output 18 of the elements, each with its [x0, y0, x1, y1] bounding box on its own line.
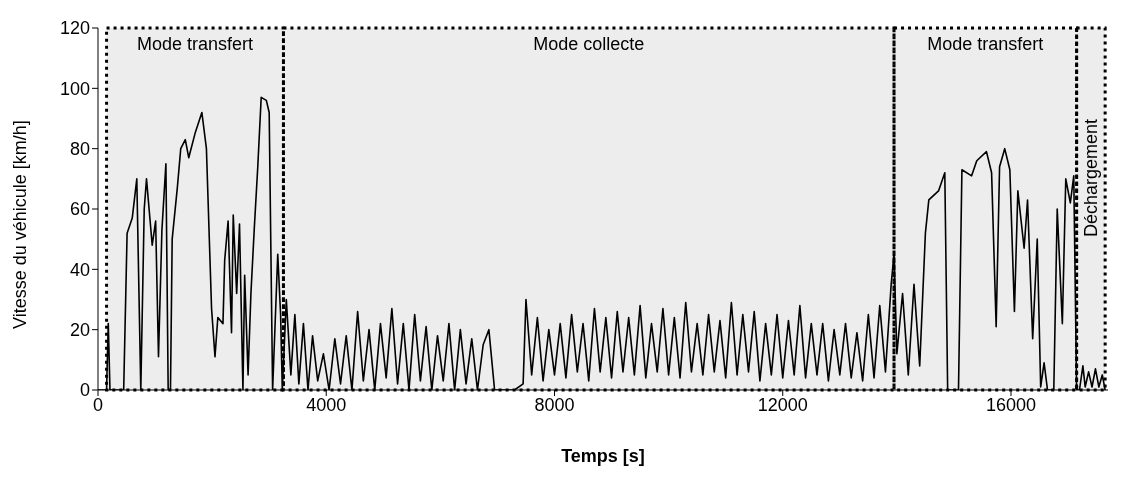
- y-tick-label: 120: [59, 18, 90, 39]
- x-tick-label: 12000: [757, 394, 808, 415]
- x-axis-title: Temps [s]: [561, 446, 645, 466]
- y-axis-title: Vitesse du véhicule [km/h]: [10, 120, 31, 329]
- y-tick-label: 0: [79, 380, 90, 401]
- band-label: Déchargement: [1080, 118, 1101, 238]
- x-tick-label: 0: [92, 394, 104, 415]
- band-label: Mode transfert: [927, 34, 1044, 54]
- x-tick-label: 8000: [534, 394, 575, 415]
- y-tick-label: 100: [59, 78, 90, 99]
- x-tick-label: 16000: [985, 394, 1037, 415]
- band-label: Mode collecte: [533, 34, 645, 54]
- y-tick-label: 80: [69, 139, 90, 160]
- y-tick-label: 40: [69, 259, 90, 280]
- band-label: Mode transfert: [136, 34, 254, 54]
- y-tick-label: 60: [69, 199, 90, 220]
- x-tick-label: 4000: [306, 394, 347, 415]
- y-tick-label: 20: [69, 320, 90, 341]
